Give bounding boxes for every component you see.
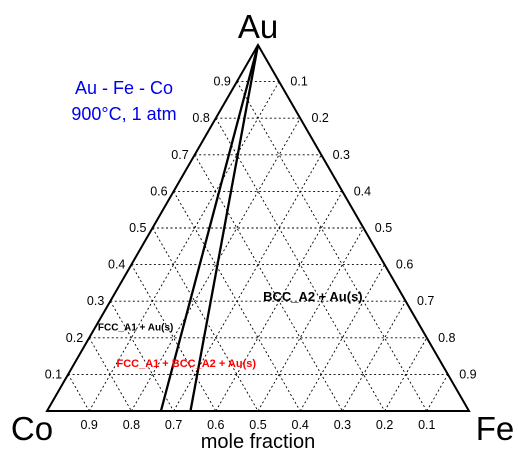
tick-label-bottom: 0.9 — [81, 418, 98, 432]
tick-label-bottom: 0.2 — [376, 418, 393, 432]
grid-line-fe — [257, 227, 364, 412]
corner-label-fe: Fe — [476, 410, 515, 447]
grid-line-fe — [384, 337, 428, 412]
grid-line-co — [236, 81, 428, 412]
tick-labels: 0.1 0.2 0.3 0.4 0.5 0.6 0.7 0.8 0.9 0.1 0.2 0.3 0.4 0… — [45, 75, 477, 432]
tick-label-right: 0.5 — [375, 221, 392, 235]
tick-label-left: 0.1 — [45, 367, 62, 381]
phase-boundary-line — [189, 44, 260, 412]
grid-line-co — [109, 300, 174, 412]
tick-label-left: 0.4 — [108, 258, 125, 272]
grid-line-co — [152, 227, 259, 412]
grid-lines — [67, 81, 449, 412]
grid-line-fe — [215, 191, 343, 412]
grid-line-fe — [299, 264, 385, 412]
corner-label-co: Co — [11, 410, 53, 447]
grid-line-co — [67, 374, 90, 412]
axis-title: mole fraction — [201, 431, 316, 452]
tick-label-right: 0.2 — [312, 111, 329, 125]
tick-label-right: 0.9 — [459, 367, 476, 381]
grid-line-fe — [88, 81, 280, 412]
region-label: FCC_A1 + BCC_A2 + Au(s) — [116, 358, 256, 370]
tick-label-bottom: 0.6 — [207, 418, 224, 432]
conditions-label: 900°C, 1 atm — [71, 104, 176, 124]
region-label: FCC_A1 + Au(s) — [98, 322, 173, 333]
tick-label-bottom: 0.4 — [292, 418, 309, 432]
tick-label-right: 0.1 — [290, 75, 307, 89]
grid-line-co — [88, 337, 132, 412]
corner-label-au: Au — [238, 8, 278, 45]
tick-label-left: 0.2 — [66, 331, 83, 345]
tick-label-bottom: 0.8 — [123, 418, 140, 432]
system-title: Au - Fe - Co — [75, 78, 173, 98]
tick-label-right: 0.6 — [396, 258, 413, 272]
phase-boundary-line — [159, 44, 260, 412]
tick-label-right: 0.8 — [438, 331, 455, 345]
tick-label-right: 0.7 — [417, 294, 434, 308]
region-label: BCC_A2 + Au(s) — [263, 289, 363, 304]
grid-line-co — [131, 264, 217, 412]
region-labels: BCC_A2 + Au(s) FCC_A1 + Au(s) FCC_A1 + BCC… — [98, 289, 363, 370]
tick-label-left: 0.3 — [87, 294, 104, 308]
grid-line-fe — [426, 374, 449, 412]
grid-line-fe — [342, 300, 407, 412]
tick-label-bottom: 0.3 — [334, 418, 351, 432]
tick-label-left: 0.8 — [192, 111, 209, 125]
tick-label-right: 0.4 — [354, 184, 371, 198]
triangle-frame — [45, 42, 471, 412]
tick-label-left: 0.9 — [214, 75, 231, 89]
tick-label-bottom: 0.1 — [418, 418, 435, 432]
tick-label-left: 0.6 — [150, 184, 167, 198]
tick-label-bottom: 0.7 — [165, 418, 182, 432]
tick-label-right: 0.3 — [333, 148, 350, 162]
tick-label-left: 0.7 — [171, 148, 188, 162]
phase-boundaries — [159, 44, 260, 412]
tick-label-bottom: 0.5 — [249, 418, 266, 432]
grid-line-co — [194, 154, 343, 412]
tick-label-left: 0.5 — [129, 221, 146, 235]
